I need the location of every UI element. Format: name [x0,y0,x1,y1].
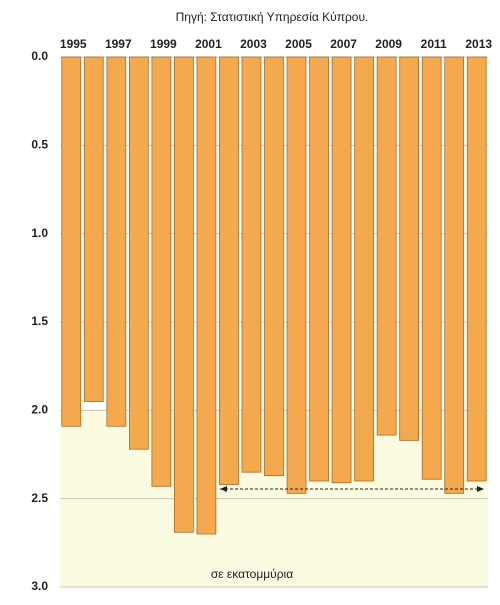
bar [219,56,239,485]
x-tick-label: 2009 [375,37,402,51]
bar [196,56,217,535]
bar [354,56,374,482]
bar [128,56,149,450]
bar [174,56,194,533]
y-tick-label: 0.0 [31,49,48,63]
y-tick-label: 1.0 [31,226,48,240]
bar [376,56,397,436]
bar [466,56,487,482]
marks: 0.0 0.5 1.0 1.5 2.0 2.5 3.0 1995 1997 1999 2001 200… [31,37,492,593]
bar [241,56,262,473]
bar [264,56,284,477]
bar [309,56,329,482]
y-tick-label: 2.5 [31,491,48,505]
x-tick-label: 2011 [421,37,447,51]
x-tick-label: 2001 [195,37,222,51]
y-tick-label: 1.5 [31,314,48,328]
bar [444,56,465,494]
unit-label: σε εκατομμύρια [211,567,293,581]
x-tick-label: 2003 [240,37,267,51]
bar [399,56,420,441]
bar [83,56,104,402]
bar [331,56,352,484]
x-tick-label: 2013 [465,37,492,51]
bar [421,56,442,480]
x-tick-label: 1997 [105,37,132,51]
x-tick-label: 1995 [60,37,87,51]
y-tick-label: 0.5 [31,138,48,152]
bar [151,56,172,487]
x-tick-label: 2005 [285,37,312,51]
x-tick-label: 1999 [150,37,177,51]
bar [61,56,82,427]
x-tick-label: 2007 [330,37,357,51]
bar [106,56,127,427]
source: Πηγή: Στατιστική Υπηρεσία Κύπρου. [176,10,369,24]
y-tick-label: 2.0 [31,403,48,417]
bar [286,56,307,494]
y-tick-label: 3.0 [31,579,48,593]
